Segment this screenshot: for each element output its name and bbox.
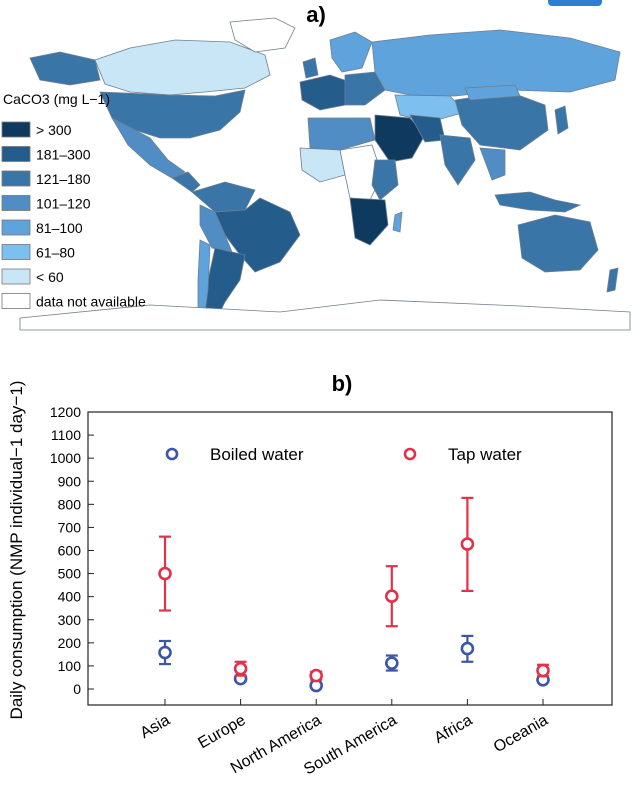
legend-swatch-5 [1,244,31,260]
country-east-africa [371,159,399,201]
country-india [439,134,476,186]
legend-label-7: data not available [36,294,146,310]
y-tick-label-8: 800 [58,496,82,512]
legend-label-1: 181–300 [36,147,91,163]
legend-swatch-1 [1,146,31,162]
country-alaska [29,51,101,86]
series-0 [158,634,550,693]
country-russia [371,29,621,97]
legend-label-6: < 60 [36,269,64,285]
x-category-label-1: Europe [195,712,248,753]
country-brazil [214,197,301,273]
legend-label-2: 121–180 [36,171,91,187]
series-1 [158,496,550,683]
y-tick-label-1: 100 [58,658,82,674]
y-tick-label-12: 1200 [50,404,81,420]
panel-a-label: a) [306,2,326,27]
x-category-label-4: Africa [431,712,475,747]
point-0-4 [460,641,475,656]
legend-label-4: 81–100 [36,220,83,236]
legend-entry-0: Boiled water [210,445,304,464]
country-madagascar [392,211,403,233]
world-map [19,17,631,331]
y-tick-label-0: 0 [73,681,81,697]
point-1-4 [460,537,475,551]
country-scandinavia [329,31,373,73]
legend-swatch-4 [1,219,31,236]
chart-panel: b) Daily consumption (NMP individual−1 d… [7,371,613,778]
country-central-europe [344,71,386,106]
point-1-5 [536,663,550,678]
y-tick-label-7: 700 [58,519,82,535]
legend-swatch-6 [1,268,31,285]
legend-label-0: > 300 [36,122,72,138]
x-category-label-5: Oceania [491,712,551,757]
legend-swatch-7 [1,293,31,309]
country-japan [554,105,569,135]
top-right-badge [548,0,602,6]
country-west-africa [299,147,346,183]
legend-title: CaCO3 (mg L−1) [3,91,110,107]
antarctica [19,299,631,331]
point-0-3 [384,656,399,670]
y-axis-label: Daily consumption (NMP individual−1 day−… [7,381,26,720]
legend-marker-1 [403,447,417,461]
y-tick-label-5: 500 [58,566,82,582]
map-legend: CaCO3 (mg L−1) > 300 181–300 121–180 101–12… [1,91,146,310]
country-southeast-asia [479,147,506,181]
country-canada [94,39,271,96]
country-southern-africa [349,197,389,246]
y-tick-label-2: 200 [58,635,82,651]
point-0-0 [158,645,172,660]
country-greenland [229,17,296,53]
legend-swatch-0 [1,121,31,138]
y-tick-label-11: 1100 [51,427,81,443]
country-central-america [171,171,201,193]
country-mongolia [464,84,521,101]
country-western-europe [299,74,351,111]
country-north-africa [307,117,376,151]
country-indonesia [494,191,582,213]
country-new-zealand [606,267,619,293]
country-colombia-venezuela [191,181,256,213]
legend-marker-0 [165,447,179,461]
y-tick-label-10: 1000 [50,450,81,466]
country-mexico [110,116,186,179]
legend-label-5: 61–80 [36,245,75,261]
point-1-0 [158,566,172,581]
country-australia [517,214,599,273]
legend-entry-1: Tap water [448,445,522,464]
plot-frame [87,411,613,706]
country-uk [302,57,319,79]
y-tick-label-6: 600 [58,543,82,559]
y-tick-label-4: 400 [58,589,82,605]
y-tick-label-9: 900 [58,473,82,489]
point-1-1 [233,661,248,676]
point-1-2 [309,668,324,683]
legend-label-3: 101–120 [36,196,91,212]
legend-swatch-3 [1,195,31,211]
legend-swatch-2 [1,170,31,187]
point-1-3 [384,589,399,604]
x-category-label-0: Asia [138,712,174,742]
panel-b-label: b) [332,371,353,396]
map-panel: a) [1,0,631,331]
y-tick-label-3: 300 [58,612,82,628]
